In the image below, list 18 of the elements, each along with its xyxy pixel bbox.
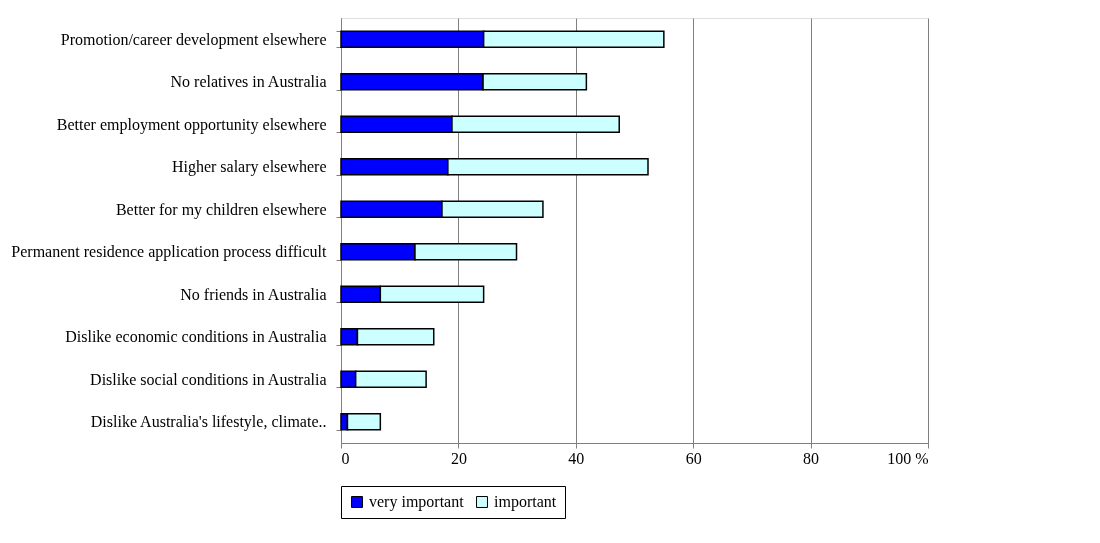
x-tick-label: 0	[341, 449, 350, 467]
y-tick-label: No friends in Australia	[180, 285, 327, 303]
x-tick-label: 40	[568, 449, 585, 467]
y-tick-label: Dislike economic conditions in Australia	[65, 328, 327, 346]
y-tick-label: Promotion/career development elsewhere	[60, 30, 327, 49]
legend-label: important	[494, 493, 557, 511]
y-tick-label: Better employment opportunity elsewhere	[56, 115, 327, 134]
y-tick-label: Dislike social conditions in Australia	[90, 370, 327, 388]
x-tick-label: 20	[450, 449, 467, 467]
legend-label: very important	[369, 493, 465, 511]
y-tick-label: No relatives in Australia	[170, 73, 327, 91]
x-tick-label: 100 %	[887, 449, 929, 467]
y-tick-label: Higher salary elsewhere	[171, 158, 327, 177]
x-tick-label: 80	[803, 449, 820, 467]
y-tick-label: Permanent residence application process difficult	[11, 243, 328, 262]
y-tick-label: Better for my children elsewhere	[115, 200, 327, 219]
x-tick-label: 60	[685, 449, 702, 467]
y-tick-label: Dislike Australia's lifestyle, climate..	[90, 413, 327, 432]
